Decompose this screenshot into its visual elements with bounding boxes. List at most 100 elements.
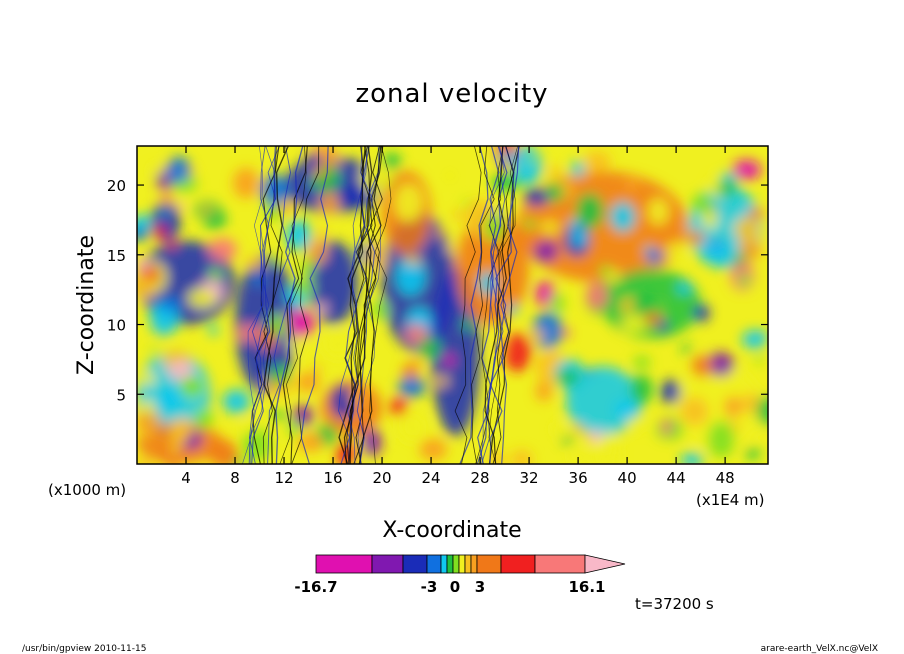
x-tick-label: 40: [618, 469, 637, 487]
field-cell: [318, 230, 326, 238]
field-cell: [552, 421, 567, 437]
field-cell: [599, 432, 620, 455]
contour-line: [263, 146, 289, 464]
field-cell: [406, 323, 428, 344]
field-cell: [532, 234, 544, 245]
plot-frame: [136, 145, 769, 465]
field-cell: [658, 319, 669, 333]
x-tick-label: 4: [181, 469, 191, 487]
field-cell: [208, 268, 222, 282]
y-axis-label: Z-coordinate: [74, 235, 99, 375]
contour-line: [484, 146, 507, 464]
field-cell: [570, 160, 585, 178]
field-cell: [330, 384, 356, 419]
field-cell: [276, 203, 294, 214]
field-cell: [294, 278, 314, 298]
field-cell: [585, 282, 609, 310]
field-cell: [188, 289, 217, 308]
field-cell: [167, 238, 176, 249]
field-cell: [401, 363, 419, 381]
field-cell: [632, 329, 643, 340]
field-cell: [296, 372, 320, 393]
field-cell: [526, 152, 537, 164]
x-unit-right: (x1E4 m): [696, 491, 765, 509]
x-tick-label: 12: [274, 469, 293, 487]
contour-line: [500, 146, 520, 464]
field-cell: [642, 312, 663, 325]
x-axis-ticks: 4 8 12 16 20 24 28 32 36 40 44 48: [181, 146, 735, 487]
field-cell: [208, 325, 218, 336]
field-cell: [688, 230, 704, 246]
field-cell: [268, 257, 280, 265]
colorbar: [315, 554, 626, 574]
field-cell: [639, 360, 646, 367]
field-cell: [546, 183, 564, 203]
contour-line: [477, 146, 500, 464]
field-cell: [748, 207, 764, 220]
x-tick-label: 32: [520, 469, 539, 487]
field-streaks: [242, 146, 520, 464]
colorbar-label-3: 3: [475, 578, 485, 596]
y-tick-label: 5: [116, 386, 126, 404]
x-axis-label: X-coordinate: [382, 518, 521, 543]
field-cell: [621, 313, 647, 334]
field-cell: [209, 439, 238, 464]
field-cell: [154, 224, 166, 240]
field-cell: [666, 242, 686, 260]
contour-line: [291, 146, 320, 464]
field-cell: [365, 241, 388, 271]
contour-line: [279, 146, 307, 464]
field-cell: [406, 255, 420, 266]
field-region: [676, 366, 762, 451]
field-cell: [512, 146, 542, 186]
contour-line: [249, 146, 276, 464]
field-cell: [506, 304, 519, 315]
contour-line: [282, 146, 308, 464]
field-cell: [157, 386, 184, 412]
field-cell: [168, 359, 193, 381]
field-cell: [723, 396, 743, 418]
contour-line: [459, 146, 489, 464]
field-cell: [745, 448, 761, 460]
field-cell: [648, 198, 669, 225]
field-cell: [419, 438, 447, 461]
contour-line: [355, 146, 384, 464]
x-tick-label: 16: [323, 469, 342, 487]
field-cell: [335, 441, 358, 464]
field-cell: [755, 355, 763, 365]
field-cell: [285, 219, 312, 251]
field-cell: [574, 423, 583, 434]
contour-line: [488, 146, 520, 464]
field-cell: [524, 218, 536, 230]
colorbar-min-label: -16.7: [294, 578, 337, 596]
contour-line: [475, 146, 504, 464]
contour-line: [488, 146, 518, 464]
field-cell: [179, 375, 205, 398]
field-cell: [463, 199, 471, 207]
colorbar-segment: [426, 554, 442, 574]
colorbar-segment: [458, 554, 466, 574]
field-cell: [137, 214, 152, 230]
contour-line: [358, 146, 382, 464]
y-tick-label: 15: [107, 247, 126, 265]
field-cell: [510, 449, 533, 464]
field-cell: [313, 165, 326, 178]
field-cell: [732, 159, 762, 181]
colorbar-segment: [402, 554, 428, 574]
field-cell: [397, 376, 426, 398]
field-cell: [167, 156, 191, 183]
field-cell: [446, 242, 455, 253]
colorbar-segment: [440, 554, 448, 574]
field-cell: [737, 273, 752, 287]
field-cell: [315, 303, 327, 315]
field-cell: [556, 369, 581, 386]
colorbar-label-0: 0: [450, 578, 460, 596]
field-cell: [735, 216, 760, 245]
contour-line: [454, 146, 482, 464]
field-cell: [487, 451, 506, 464]
field-cell: [314, 364, 321, 373]
field-cell: [252, 272, 264, 287]
field-cell: [387, 179, 395, 186]
field-cell: [307, 239, 327, 264]
field-cell: [614, 400, 643, 420]
